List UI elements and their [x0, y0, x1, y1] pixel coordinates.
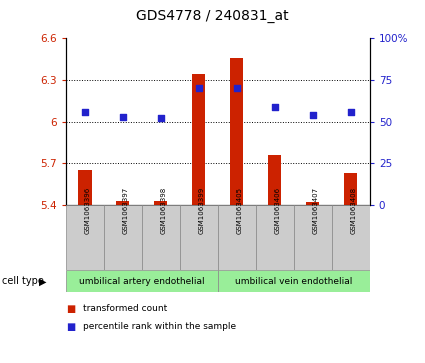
- Text: GSM1063399: GSM1063399: [199, 187, 205, 234]
- Bar: [332, 205, 370, 270]
- Text: GSM1063408: GSM1063408: [351, 187, 357, 234]
- Bar: [180, 205, 218, 270]
- Text: umbilical artery endothelial: umbilical artery endothelial: [79, 277, 205, 286]
- Point: [347, 109, 354, 114]
- Bar: [116, 201, 130, 205]
- Text: umbilical vein endothelial: umbilical vein endothelial: [235, 277, 352, 286]
- Text: transformed count: transformed count: [83, 304, 167, 313]
- Point: [82, 109, 88, 114]
- Point: [272, 104, 278, 110]
- Bar: [66, 205, 104, 270]
- Text: GSM1063397: GSM1063397: [123, 187, 129, 234]
- Text: ▶: ▶: [39, 276, 47, 286]
- Bar: [192, 74, 205, 205]
- Point: [309, 112, 316, 118]
- Bar: [230, 58, 244, 205]
- Text: cell type: cell type: [2, 276, 44, 286]
- Bar: [218, 270, 370, 292]
- Point: [157, 115, 164, 121]
- Text: ■: ■: [66, 303, 75, 314]
- Text: GSM1063396: GSM1063396: [85, 187, 91, 234]
- Bar: [66, 270, 218, 292]
- Bar: [142, 205, 180, 270]
- Bar: [154, 201, 167, 205]
- Point: [233, 85, 240, 91]
- Bar: [294, 205, 332, 270]
- Bar: [104, 205, 142, 270]
- Point: [119, 114, 126, 119]
- Bar: [268, 155, 281, 205]
- Text: percentile rank within the sample: percentile rank within the sample: [83, 322, 236, 331]
- Text: GSM1063398: GSM1063398: [161, 187, 167, 234]
- Text: GSM1063405: GSM1063405: [237, 187, 243, 234]
- Bar: [256, 205, 294, 270]
- Text: GSM1063406: GSM1063406: [275, 187, 281, 234]
- Text: ■: ■: [66, 322, 75, 332]
- Point: [196, 85, 202, 91]
- Text: GDS4778 / 240831_at: GDS4778 / 240831_at: [136, 9, 289, 23]
- Text: GSM1063407: GSM1063407: [313, 187, 319, 234]
- Bar: [78, 170, 91, 205]
- Bar: [306, 202, 320, 205]
- Bar: [218, 205, 256, 270]
- Bar: [344, 173, 357, 205]
